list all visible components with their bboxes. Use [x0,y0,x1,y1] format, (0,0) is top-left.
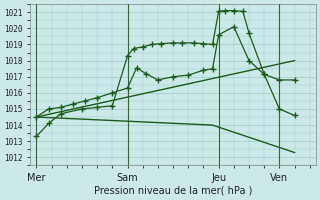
X-axis label: Pression niveau de la mer( hPa ): Pression niveau de la mer( hPa ) [94,186,252,196]
